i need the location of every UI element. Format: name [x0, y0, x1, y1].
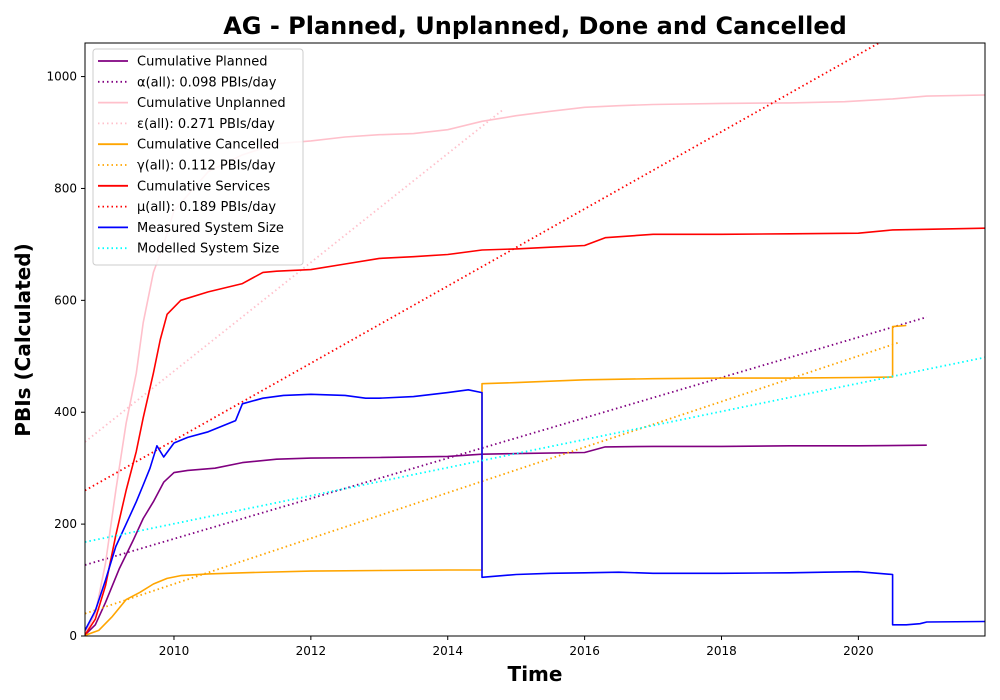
y-tick-label: 1000 [46, 70, 77, 84]
series-line-8 [85, 388, 985, 631]
y-tick-label: 400 [54, 405, 77, 419]
legend-label: Cumulative Cancelled [137, 138, 279, 153]
series-line-2 [85, 94, 985, 634]
series-line-3 [85, 109, 504, 443]
series-layer [85, 43, 985, 636]
x-tick-label: 2012 [296, 644, 327, 658]
y-tick-label: 0 [69, 629, 77, 643]
x-tick-label: 2014 [432, 644, 463, 658]
x-tick-label: 2018 [706, 644, 737, 658]
legend-label: Modelled System Size [137, 242, 279, 257]
y-tick-label: 200 [54, 517, 77, 531]
legend-label: α(all): 0.098 PBIs/day [137, 75, 277, 90]
legend-label: Cumulative Planned [137, 55, 267, 70]
x-tick-label: 2016 [569, 644, 600, 658]
legend-box [92, 48, 304, 266]
chart-title: AG - Planned, Unplanned, Done and Cancel… [223, 12, 847, 40]
legend-label: γ(all): 0.112 PBIs/day [137, 159, 276, 174]
series-line-0 [85, 444, 927, 636]
legend-label: ε(all): 0.271 PBIs/day [137, 117, 275, 132]
x-tick-label: 2020 [843, 644, 874, 658]
series-line-6 [85, 227, 985, 636]
series-line-1 [85, 316, 928, 566]
legend: Cumulative Planned α(all): 0.098 PBIs/day… [92, 48, 304, 266]
legend-label: Cumulative Services [137, 179, 270, 194]
series-line-4 [85, 324, 907, 636]
legend-label: μ(all): 0.189 PBIs/day [137, 200, 276, 215]
x-axis-title: Time [508, 662, 563, 686]
series-line-7 [85, 43, 880, 492]
y-axis-ticks: 0 200 400 600 800 1000 [46, 70, 85, 643]
y-axis-title: PBIs (Calculated) [11, 243, 35, 436]
plot-frame [84, 42, 986, 637]
legend-label: Cumulative Unplanned [137, 96, 286, 111]
x-axis-ticks: 2010 2012 2014 2016 2018 2020 [159, 636, 874, 658]
series-line-9 [85, 356, 985, 543]
legend-label: Measured System Size [137, 221, 284, 236]
y-tick-label: 800 [54, 181, 77, 195]
x-tick-label: 2010 [159, 644, 190, 658]
y-tick-label: 600 [54, 293, 77, 307]
